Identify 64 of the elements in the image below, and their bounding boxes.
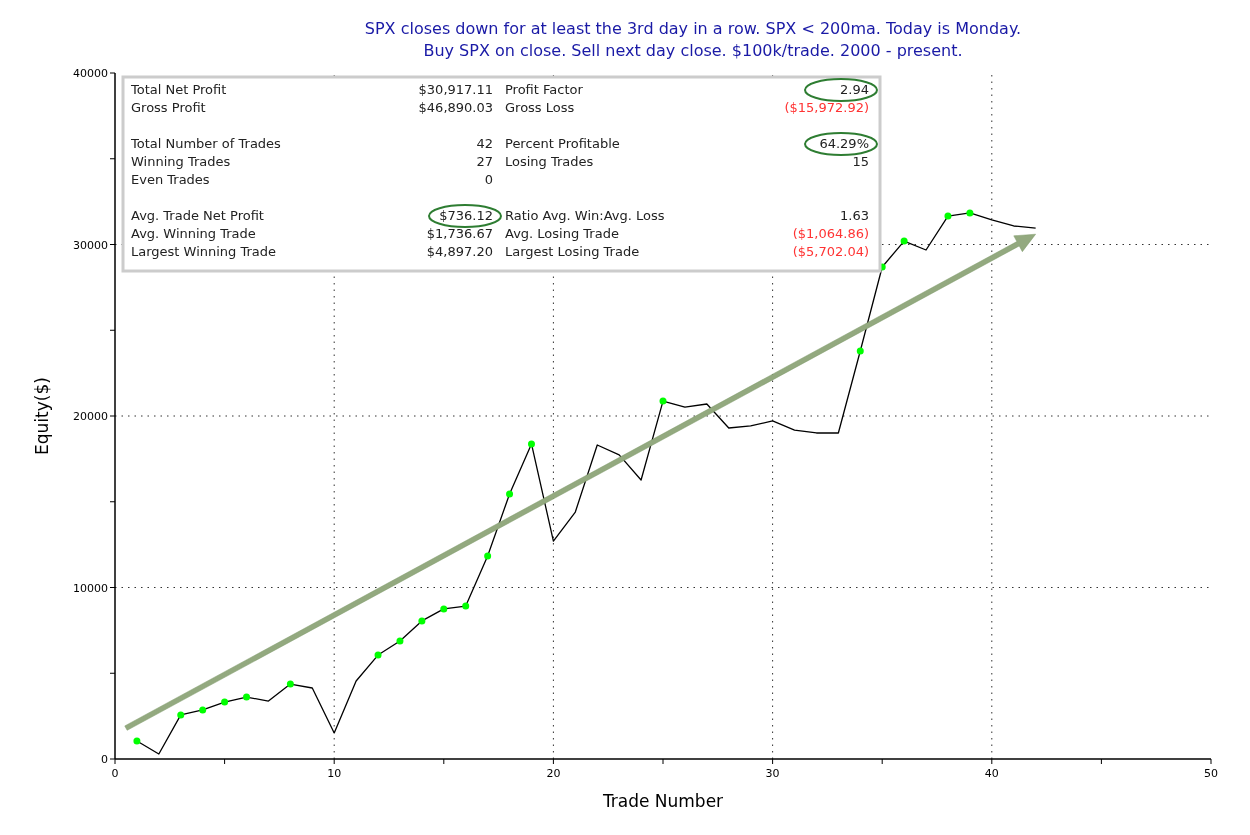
point — [418, 617, 426, 625]
point — [506, 490, 514, 498]
annotation: ($1,064.86) — [792, 226, 869, 241]
annotation: Avg. Trade Net Profit — [131, 208, 264, 223]
annotation: Total Net Profit — [130, 82, 227, 97]
y-tick-label: 40000 — [73, 67, 108, 80]
point — [221, 698, 229, 706]
annotation: 64.29% — [819, 136, 869, 151]
x-tick-label: 50 — [1204, 767, 1218, 780]
annotation: Winning Trades — [131, 154, 231, 169]
annotation: $4,897.20 — [426, 244, 493, 259]
annotation: Total Number of Trades — [130, 136, 282, 151]
point — [527, 440, 535, 448]
point — [199, 706, 207, 714]
point — [944, 212, 952, 220]
y-tick-label: 0 — [101, 753, 108, 766]
annotation: 1.63 — [840, 208, 869, 223]
annotation: Largest Winning Trade — [131, 244, 277, 259]
annotation: Gross Loss — [505, 100, 575, 115]
annotation: Largest Losing Trade — [505, 244, 640, 259]
annotation: $30,917.11 — [418, 82, 493, 97]
annotation: Percent Profitable — [505, 136, 620, 151]
annotation: ($15,972.92) — [784, 100, 869, 115]
annotation: Gross Profit — [131, 100, 206, 115]
annotation: Avg. Losing Trade — [505, 226, 619, 241]
annotation: Profit Factor — [505, 82, 584, 97]
annotation: ($5,702.04) — [792, 244, 869, 259]
annotation: 42 — [476, 136, 493, 151]
annotation: 2.94 — [840, 82, 869, 97]
point — [396, 637, 404, 645]
y-tick-label: 20000 — [73, 410, 108, 423]
point — [484, 552, 492, 560]
point — [286, 680, 294, 688]
annotation: Even Trades — [131, 172, 210, 187]
point — [440, 605, 448, 613]
annotation: $1,736.67 — [426, 226, 493, 241]
y-tick-label: 30000 — [73, 238, 108, 252]
point — [462, 602, 470, 610]
point — [374, 651, 382, 659]
point — [966, 209, 974, 217]
y-axis-title: Equity($) — [32, 377, 52, 455]
x-tick-label: 20 — [546, 767, 561, 780]
point — [900, 237, 908, 245]
chart-subtitle: Buy SPX on close. Sell next day close. $100k/trade. 2000 - present. — [423, 41, 963, 60]
point — [133, 737, 141, 745]
x-tick-label: 10 — [327, 767, 342, 780]
annotation: Losing Trades — [505, 154, 594, 169]
annotation: Avg. Winning Trade — [131, 226, 256, 241]
point — [856, 347, 864, 355]
annotation: $46,890.03 — [418, 100, 493, 115]
annotation: Ratio Avg. Win:Avg. Loss — [505, 208, 665, 223]
y-tick-label: 10000 — [73, 581, 108, 595]
annotation: 15 — [852, 154, 869, 169]
chart-title: SPX closes down for at least the 3rd day in a row. SPX < 200ma. Today is Monday. — [364, 19, 1022, 38]
point — [243, 693, 251, 701]
annotation: $736.12 — [439, 208, 493, 223]
point — [177, 711, 185, 719]
x-tick-label: 30 — [765, 767, 780, 780]
point — [659, 397, 667, 405]
x-tick-label: 40 — [984, 767, 999, 780]
annotation: 27 — [476, 154, 493, 169]
x-tick-label: 0 — [111, 767, 119, 780]
annotation: 0 — [484, 172, 493, 187]
x-axis-title: Trade Number — [601, 791, 724, 811]
